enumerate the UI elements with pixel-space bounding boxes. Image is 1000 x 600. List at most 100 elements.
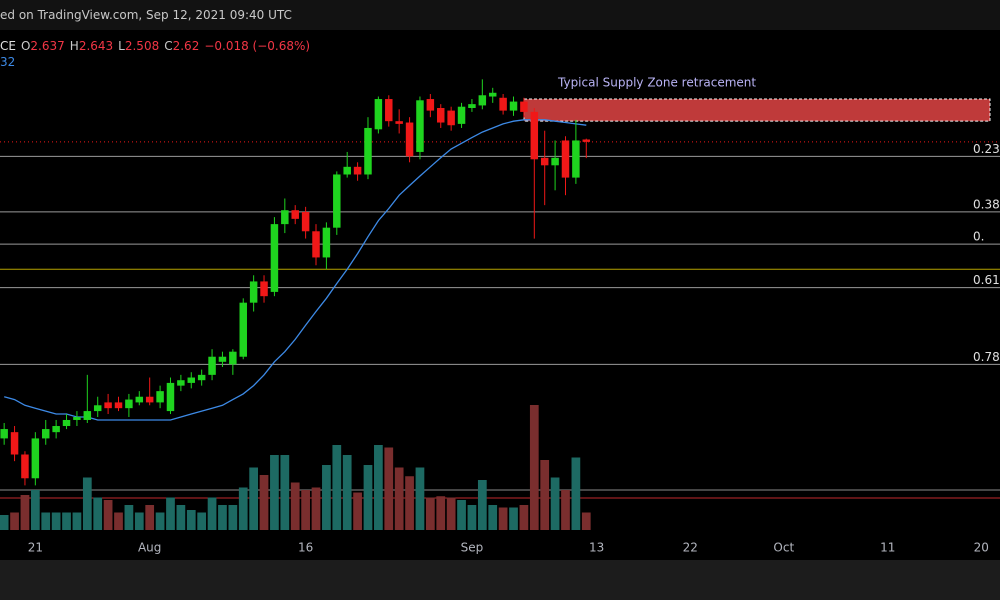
- volume-bar: [457, 500, 466, 530]
- volume-bar: [405, 476, 414, 530]
- candle-body: [270, 224, 279, 292]
- change: −0.018 (−0.68%): [204, 39, 311, 53]
- level-label: 0.23: [973, 142, 1000, 156]
- candle-body: [0, 429, 8, 439]
- volume-bar: [363, 465, 373, 530]
- level-label: 0.38: [973, 197, 1000, 211]
- volume-bar: [62, 512, 71, 530]
- volume-bar: [332, 445, 342, 530]
- candle-body: [41, 429, 50, 439]
- candle-body: [437, 107, 445, 123]
- volume-bar: [20, 495, 30, 530]
- candle-body: [426, 99, 435, 111]
- candle-body: [73, 416, 81, 420]
- candle-body: [509, 101, 518, 111]
- ohlc-value: 2.508: [124, 39, 160, 53]
- ohlc-value: 2.643: [78, 39, 114, 53]
- ma-row: 32: [0, 55, 15, 69]
- candle-body: [364, 127, 372, 175]
- candle-body: [447, 110, 455, 126]
- volume-bar: [488, 505, 498, 530]
- x-tick-label: 16: [298, 541, 313, 555]
- ohlc-label: L: [118, 39, 125, 53]
- volume-bar: [270, 455, 279, 530]
- volume-bar: [498, 507, 508, 530]
- candle-body: [582, 139, 591, 142]
- candle-body: [31, 438, 40, 479]
- candle-body: [343, 166, 351, 175]
- candle-body: [83, 411, 92, 420]
- volume-bar: [186, 510, 196, 530]
- candle-body: [208, 356, 216, 375]
- volume-bar: [301, 490, 310, 530]
- candle-body: [104, 402, 112, 409]
- candle-body: [520, 101, 528, 112]
- volume-bar: [384, 447, 394, 530]
- volume-bar: [519, 505, 529, 530]
- ohlc-label: O: [20, 39, 31, 53]
- x-tick-label: 20: [974, 541, 989, 555]
- volume-bar: [166, 497, 175, 530]
- candle-body: [125, 399, 133, 409]
- volume-bar: [218, 505, 227, 530]
- candle-body: [135, 396, 144, 403]
- volume-bar: [571, 457, 581, 530]
- zone-label: Typical Supply Zone retracement: [557, 76, 756, 90]
- x-axis: 21 Aug 16 Sep 13 22 Oct 11 20: [28, 541, 989, 555]
- candle-body: [572, 140, 580, 178]
- volume-bar: [30, 490, 40, 530]
- ma-value: 32: [0, 55, 16, 69]
- volume-bar: [353, 492, 362, 530]
- candle-body: [333, 174, 341, 228]
- x-tick-label: Oct: [773, 541, 794, 555]
- volume-bar: [425, 497, 435, 530]
- candle-body: [52, 426, 60, 433]
- volume-bar: [207, 497, 217, 530]
- moving-average: [4, 119, 587, 421]
- candle-body: [374, 99, 383, 130]
- volume-bar: [477, 480, 487, 530]
- candle-body: [530, 111, 539, 160]
- volume-bar: [311, 487, 321, 530]
- volume-bar: [145, 505, 155, 530]
- candle-body: [405, 122, 414, 157]
- candle-body: [187, 377, 196, 383]
- ohlc-value: 2.62: [172, 39, 200, 53]
- volume-bar: [93, 497, 103, 530]
- volume-bar: [280, 455, 290, 530]
- top-bar: [0, 0, 1000, 30]
- source-note: ed on TradingView.com, Sep 12, 2021 09:4…: [0, 8, 292, 22]
- candle-body: [229, 351, 237, 365]
- volume-bar: [509, 507, 518, 530]
- candle-body: [260, 281, 268, 297]
- candles: [0, 79, 591, 486]
- level-label: 0.: [973, 230, 984, 244]
- volume-bar: [10, 512, 19, 530]
- zone-box: [523, 98, 991, 122]
- volume-bar: [0, 515, 9, 530]
- candle-body: [499, 97, 507, 111]
- volume-bar: [124, 505, 134, 530]
- candle-body: [312, 231, 320, 258]
- volume-bar: [103, 500, 113, 530]
- ohlc-row: CE O 2.637 H 2.643 L 2.508 C 2.62 −0.018 (−0…: [0, 39, 310, 53]
- volume-bar: [238, 487, 248, 530]
- volume-bar: [581, 512, 591, 530]
- volume-bar: [82, 477, 92, 530]
- volume-bar: [197, 512, 207, 530]
- candle-body: [239, 302, 247, 357]
- candle-body: [93, 405, 102, 412]
- volume-bar: [290, 482, 300, 530]
- candle-body: [10, 432, 19, 455]
- volume-bar: [436, 496, 446, 530]
- volume-bar: [561, 490, 570, 530]
- volume-bar: [41, 512, 51, 530]
- x-tick-label: Sep: [461, 541, 484, 555]
- candle-body: [478, 95, 487, 106]
- ohlc-label: C: [164, 39, 173, 53]
- candle-body: [281, 210, 289, 225]
- candle-body: [21, 454, 29, 479]
- x-tick-label: 13: [589, 541, 604, 555]
